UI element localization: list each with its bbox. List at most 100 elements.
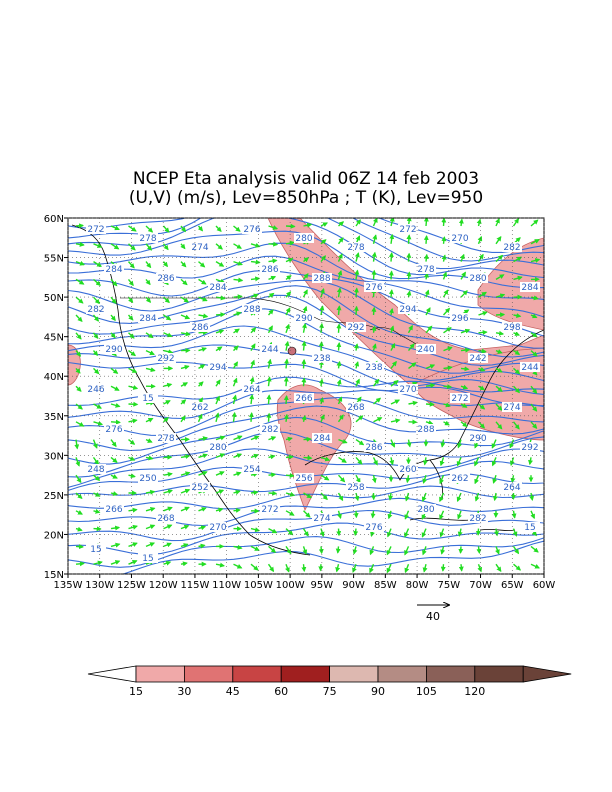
wind-vector: [110, 225, 120, 231]
wind-vector: [180, 415, 186, 423]
wind-vector: [478, 329, 488, 335]
wind-vector: [319, 397, 324, 405]
wind-vector: [145, 542, 156, 548]
wind-vector: [250, 545, 260, 551]
contour-label-background: [156, 433, 176, 443]
wind-vector: [268, 275, 277, 281]
colorbar-label: 15: [129, 685, 143, 698]
wind-vector: [127, 296, 134, 304]
wind-vector: [163, 332, 173, 338]
contour-label-background: [520, 362, 540, 372]
wind-vector: [128, 332, 135, 339]
wind-vector: [163, 349, 174, 355]
wind-vector: [249, 394, 255, 405]
wind-vector: [408, 400, 418, 406]
wind-vector: [460, 421, 468, 428]
wind-vector: [163, 489, 173, 494]
wind-vectors: [74, 218, 541, 574]
contour-label: 280: [469, 274, 486, 284]
wind-vector: [285, 291, 292, 298]
wind-vector: [353, 287, 359, 298]
contour-label: 270: [399, 385, 416, 395]
plot-title: NCEP Eta analysis valid 06Z 14 feb 2003 …: [0, 170, 612, 208]
contour-label: 292: [521, 443, 538, 453]
wind-vector: [180, 314, 191, 320]
wind-vector: [337, 396, 343, 405]
temperature-contour: [68, 294, 544, 366]
wind-vector: [423, 253, 429, 262]
wind-vector: [407, 343, 415, 352]
wind-vector: [75, 474, 82, 484]
temperature-contour: [68, 497, 544, 527]
wind-vector: [492, 474, 498, 484]
contour-label-background: [416, 264, 436, 274]
contour-label: 288: [417, 425, 434, 435]
wind-vector: [513, 275, 523, 281]
wind-vector: [337, 492, 344, 502]
wind-vector: [198, 507, 207, 512]
wind-vector: [530, 421, 538, 429]
wind-vector: [439, 474, 445, 485]
contour-label: 238: [365, 363, 382, 373]
wind-vector: [530, 219, 539, 227]
wind-vector: [250, 435, 260, 441]
wind-vector: [215, 435, 226, 441]
wind-vector: [232, 394, 238, 405]
contour-label: 292: [157, 354, 174, 364]
wind-vector: [320, 239, 327, 245]
colorbar-low-cap: [87, 665, 137, 683]
wind-vector: [198, 471, 208, 476]
contour-label-background: [260, 424, 280, 434]
colorbar-segment: [183, 665, 234, 683]
contour-label-background: [520, 522, 540, 532]
wind-vector: [145, 225, 154, 233]
wind-vector: [285, 528, 294, 536]
contour-label: 286: [365, 443, 382, 453]
wind-vector: [442, 289, 449, 298]
wind-vector: [250, 276, 261, 282]
wind-speed-shading: [68, 218, 544, 512]
wind-vector: [75, 314, 83, 323]
wind-vector: [92, 296, 100, 305]
wind-vector: [491, 457, 497, 467]
contour-label: 276: [365, 283, 382, 293]
wind-vector: [110, 243, 120, 250]
wind-vector: [250, 563, 259, 571]
wind-vector: [110, 474, 118, 479]
wind-vector: [422, 546, 427, 556]
wind-vector: [337, 510, 342, 520]
wind-vector: [215, 243, 223, 250]
contour-label-background: [364, 282, 384, 292]
wind-vector: [458, 546, 464, 554]
wind-vector: [233, 311, 242, 317]
wind-vector: [268, 292, 275, 298]
colorbar-label: 30: [177, 685, 191, 698]
wind-vector: [285, 454, 294, 460]
wind-vector: [460, 384, 469, 390]
contour-label-background: [260, 344, 280, 354]
wind-vector: [198, 347, 207, 352]
wind-vector: [285, 323, 290, 334]
wind-vector: [128, 560, 138, 565]
contour-label-background: [398, 224, 418, 234]
wind-vector: [110, 419, 121, 425]
wind-vector: [267, 309, 274, 316]
wind-vector: [478, 291, 487, 298]
wind-vector: [530, 403, 538, 412]
wind-vector: [180, 382, 189, 387]
wind-vector: [231, 411, 237, 422]
contour-label-background: [242, 304, 262, 314]
lon-label: 110W: [212, 580, 241, 591]
coastline-west: [71, 224, 311, 556]
wind-vector: [145, 507, 156, 512]
wind-vector: [163, 417, 169, 423]
wind-vector: [93, 474, 101, 481]
wind-vector: [75, 367, 81, 374]
wind-vector: [386, 528, 392, 538]
wind-vector: [215, 507, 224, 513]
contour-label: 284: [521, 283, 538, 293]
contour-label: 272: [261, 505, 278, 515]
wind-vector: [215, 225, 222, 233]
contour-label: 286: [157, 274, 174, 284]
wind-vector: [180, 543, 189, 548]
